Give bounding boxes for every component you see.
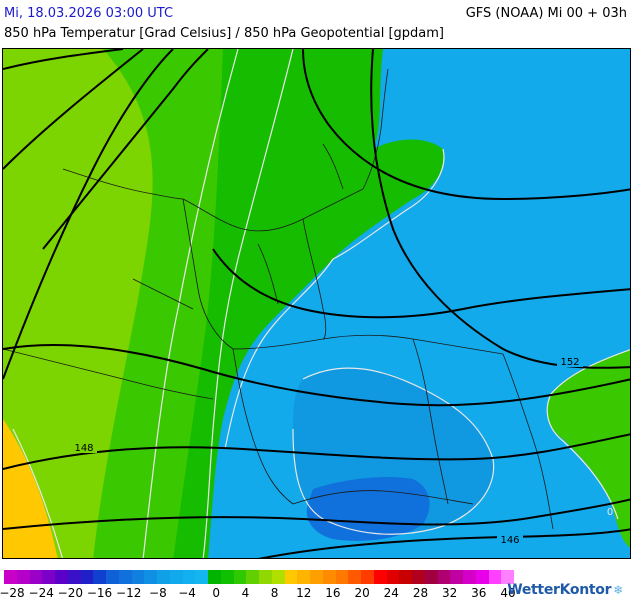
legend-swatch <box>437 570 451 584</box>
color-scale-ticks: −28 −24 −20 −16 −12 −8 −4 0 4 8 12 16 20 24 28 32 36 40 <box>0 586 524 600</box>
legend-swatch <box>80 570 94 584</box>
legend-tick-label: 32 <box>442 586 458 600</box>
legend-swatch <box>488 570 502 584</box>
legend-tick-label: −16 <box>86 586 113 600</box>
legend-tick-label: 12 <box>296 586 312 600</box>
country-borders <box>3 68 554 530</box>
legend-tick-label: 4 <box>241 586 250 600</box>
legend-tick-label: −20 <box>57 586 84 600</box>
legend-tick-label: −12 <box>116 586 142 600</box>
geopotential-line <box>258 528 630 558</box>
legend-swatch <box>271 570 285 584</box>
legend-swatch <box>93 570 106 584</box>
legend-swatch <box>233 570 247 584</box>
forecast-datetime: Mi, 18.03.2026 03:00 UTC <box>4 6 174 21</box>
legend-swatch <box>4 570 17 584</box>
geo-label-146: 146 <box>500 535 519 546</box>
legend-swatch <box>386 570 400 584</box>
isotherm-label-0: 0 <box>607 507 613 518</box>
geopotential-line <box>212 248 630 319</box>
map-subtitle: 850 hPa Temperatur [Grad Celsius] / 850 … <box>4 26 445 41</box>
geopotential-line <box>3 433 630 470</box>
isotherm-line <box>202 49 294 558</box>
legend-tick-label: 28 <box>412 586 429 600</box>
legend-swatch <box>208 570 221 584</box>
legend-swatch <box>169 570 183 584</box>
legend-swatch <box>195 570 208 584</box>
temp-field-0 <box>173 49 444 558</box>
legend-swatch <box>475 570 489 584</box>
legend-swatch <box>106 570 119 584</box>
temp-field-12 <box>3 419 58 558</box>
legend-swatch <box>55 570 68 584</box>
geopotential-line <box>3 498 630 530</box>
legend-tick-label: −8 <box>149 586 167 600</box>
weather-map[interactable]: 148 146 152 0 <box>2 48 631 559</box>
isotherm-line <box>332 148 445 260</box>
legend-tick-label: 20 <box>354 586 370 600</box>
legend-swatch <box>297 570 310 584</box>
legend-tick-label: 16 <box>325 586 341 600</box>
geopotential-line <box>302 49 630 201</box>
brand-logo: WetterKontor ❄ <box>507 582 623 598</box>
legend-swatch <box>42 570 55 584</box>
geopotential-line <box>3 49 174 380</box>
legend-tick-label: 0 <box>212 586 221 600</box>
legend-tick-label: 36 <box>471 586 487 600</box>
legend-swatch <box>348 570 361 584</box>
legend-swatch <box>335 570 349 584</box>
legend-swatch <box>399 570 412 584</box>
legend-swatch <box>246 570 259 584</box>
legend-swatch <box>144 570 157 584</box>
geopotential-line <box>3 49 144 170</box>
isotherm-line <box>142 49 239 558</box>
color-scale-legend <box>4 570 514 584</box>
legend-tick-label: −4 <box>178 586 196 600</box>
geopotential-line <box>3 49 124 70</box>
legend-swatch <box>501 570 514 584</box>
legend-tick-label: −24 <box>28 586 54 600</box>
legend-swatch <box>361 570 374 584</box>
legend-swatch <box>16 570 30 584</box>
legend-swatch <box>131 570 145 584</box>
legend-tick-label: −28 <box>0 586 25 600</box>
legend-swatch <box>182 570 196 584</box>
legend-swatch <box>450 570 463 584</box>
legend-swatch <box>259 570 272 584</box>
legend-swatch <box>424 570 438 584</box>
model-run-label: GFS (NOAA) Mi 00 + 03h <box>465 6 627 21</box>
legend-swatch <box>220 570 234 584</box>
legend-swatch <box>310 570 323 584</box>
legend-tick-label: 24 <box>383 586 399 600</box>
legend-swatch <box>463 570 476 584</box>
geo-label-148: 148 <box>74 443 93 454</box>
isotherm-line <box>292 367 495 535</box>
legend-swatch <box>118 570 132 584</box>
legend-swatch <box>29 570 43 584</box>
legend-tick-label: 8 <box>270 586 279 600</box>
geo-label-152: 152 <box>560 357 579 368</box>
legend-tick-label: 40 <box>500 586 516 600</box>
isotherm-line <box>224 258 334 450</box>
legend-swatch <box>67 570 81 584</box>
legend-swatch <box>373 570 387 584</box>
geopotential-line <box>3 344 630 407</box>
isotherm-line <box>12 428 64 558</box>
legend-swatch <box>412 570 425 584</box>
legend-swatch <box>322 570 336 584</box>
legend-swatch <box>284 570 298 584</box>
legend-swatch <box>157 570 170 584</box>
